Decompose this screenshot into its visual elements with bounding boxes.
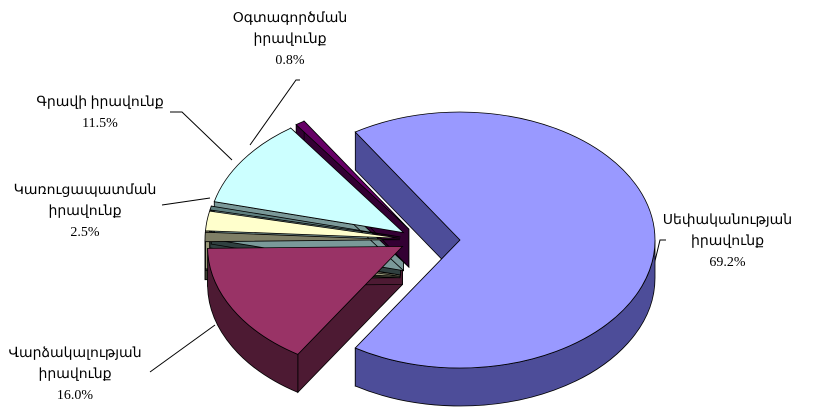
tops xyxy=(204,111,656,369)
slice xyxy=(295,120,410,230)
leader-line xyxy=(249,79,300,146)
slice-label: Կառուցապատման իրավունք 2.5% xyxy=(10,180,160,243)
slice xyxy=(207,245,404,355)
value-label: 11.5% xyxy=(82,116,118,131)
slice xyxy=(205,210,401,239)
leader-line xyxy=(161,197,211,206)
value-label: 0.8% xyxy=(275,53,305,68)
slice-label: Վարձակալության իրավունք 16.0% xyxy=(0,343,150,406)
slice xyxy=(209,205,401,238)
leader-line xyxy=(149,324,216,373)
category: Գրավի իրավունք xyxy=(36,95,164,110)
value-label: 16.0% xyxy=(56,388,94,403)
slice xyxy=(213,127,405,234)
value-label: 2.5% xyxy=(70,225,100,240)
category: Կառուցապատման իրավունք xyxy=(13,183,157,219)
category: Օգտագործման իրավունք xyxy=(232,11,348,47)
category: Սեփականության իրավունք xyxy=(662,213,793,249)
value-label: 69.2% xyxy=(709,255,746,270)
slice-label: Օգտագործման իրավունք 0.8% xyxy=(215,8,365,71)
slice-label: Սեփականության իրավունք 69.2% xyxy=(660,210,795,273)
category: Վարձակալության իրավունք xyxy=(8,346,142,382)
leader-line xyxy=(170,111,233,161)
slice xyxy=(354,111,656,369)
slice-label: Գրավի իրավունք 11.5% xyxy=(20,92,180,134)
slice xyxy=(204,231,401,243)
